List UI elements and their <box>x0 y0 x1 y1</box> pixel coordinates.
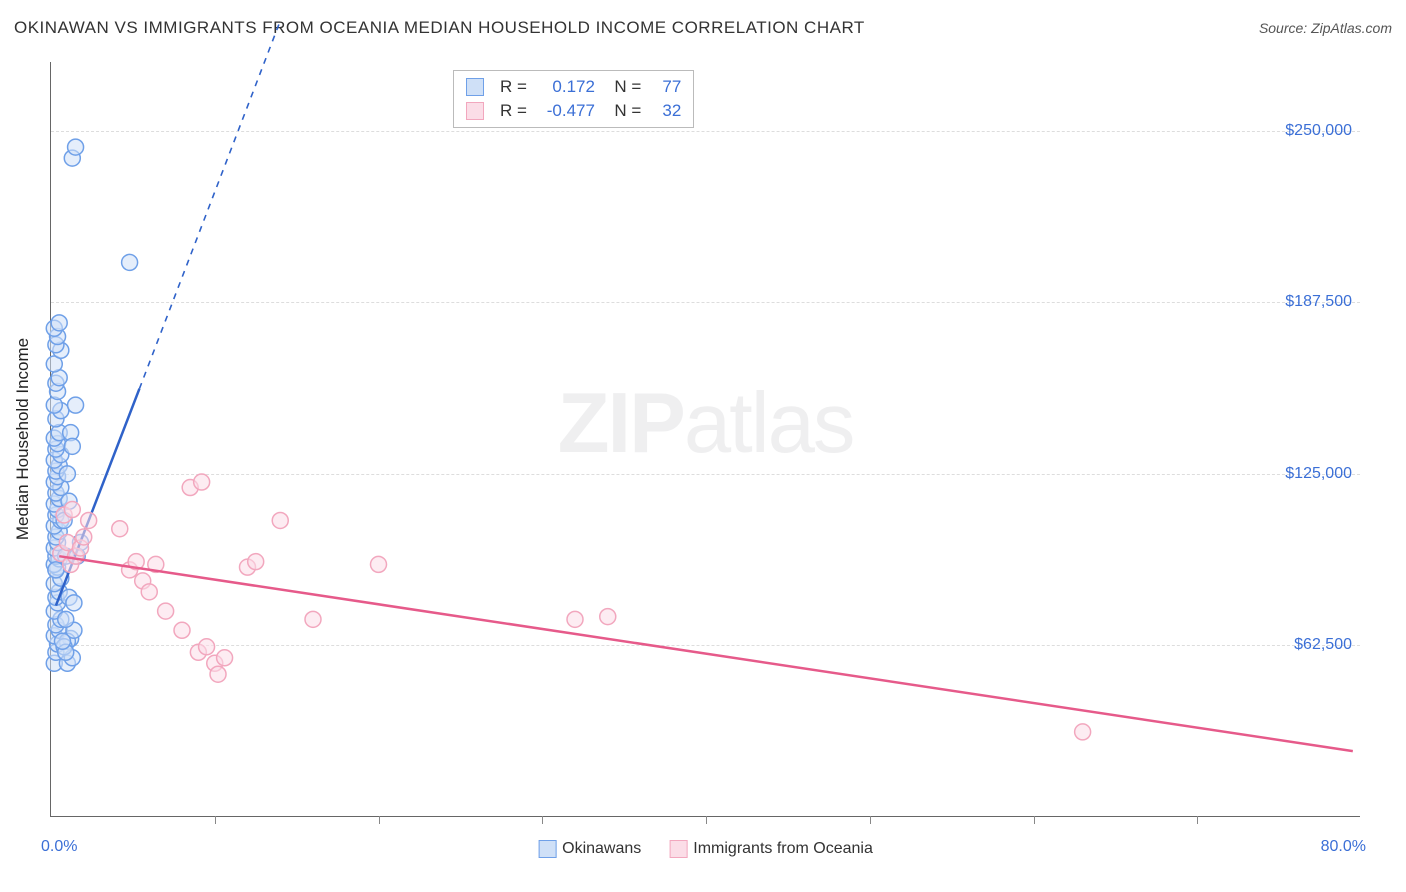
data-point-oceania <box>141 584 157 600</box>
data-point-oceania <box>305 611 321 627</box>
n-value: 77 <box>651 77 681 97</box>
source-note: Source: ZipAtlas.com <box>1259 20 1392 36</box>
scatter-svg <box>51 62 1360 816</box>
chart-header: OKINAWAN VS IMMIGRANTS FROM OCEANIA MEDI… <box>14 18 1392 38</box>
data-point-oceania <box>174 622 190 638</box>
legend-item-okinawans: Okinawans <box>538 840 641 858</box>
legend-swatch-icon <box>466 78 484 96</box>
data-point-oceania <box>600 609 616 625</box>
x-tick <box>1197 816 1198 824</box>
data-point-oceania <box>112 521 128 537</box>
data-point-oceania <box>272 512 288 528</box>
data-point-okinawans <box>58 611 74 627</box>
n-value: 32 <box>651 101 681 121</box>
trend-line-dash-okinawans <box>139 21 280 389</box>
data-point-oceania <box>158 603 174 619</box>
chart-title: OKINAWAN VS IMMIGRANTS FROM OCEANIA MEDI… <box>14 18 865 38</box>
x-tick <box>215 816 216 824</box>
x-tick <box>706 816 707 824</box>
x-tick <box>379 816 380 824</box>
stats-row-okinawans: R =0.172 N =77 <box>466 75 681 99</box>
legend-swatch-icon <box>538 840 556 858</box>
y-axis-title: Median Household Income <box>13 338 33 540</box>
data-point-okinawans <box>54 633 70 649</box>
data-point-oceania <box>81 512 97 528</box>
correlation-stats-box: R =0.172 N =77R =-0.477 N =32 <box>453 70 694 128</box>
stats-row-oceania: R =-0.477 N =32 <box>466 99 681 123</box>
data-point-oceania <box>64 502 80 518</box>
data-point-oceania <box>371 556 387 572</box>
data-point-oceania <box>210 666 226 682</box>
x-axis-max-label: 80.0% <box>1321 838 1366 856</box>
data-point-oceania <box>194 474 210 490</box>
data-point-oceania <box>199 639 215 655</box>
data-point-okinawans <box>68 139 84 155</box>
legend-item-oceania: Immigrants from Oceania <box>669 840 873 858</box>
legend-swatch-icon <box>669 840 687 858</box>
x-axis-min-label: 0.0% <box>41 838 77 856</box>
data-point-oceania <box>248 554 264 570</box>
data-point-okinawans <box>122 254 138 270</box>
data-point-oceania <box>1075 724 1091 740</box>
x-tick <box>870 816 871 824</box>
legend-bottom: Okinawans Immigrants from Oceania <box>538 840 873 858</box>
data-point-okinawans <box>51 315 67 331</box>
data-point-oceania <box>567 611 583 627</box>
legend-swatch-icon <box>466 102 484 120</box>
r-value: 0.172 <box>537 77 595 97</box>
data-point-okinawans <box>59 466 75 482</box>
legend-label: Okinawans <box>562 840 641 857</box>
data-point-okinawans <box>48 562 64 578</box>
data-point-okinawans <box>68 397 84 413</box>
data-point-oceania <box>76 529 92 545</box>
legend-label: Immigrants from Oceania <box>693 840 873 857</box>
r-value: -0.477 <box>537 101 595 121</box>
x-tick <box>542 816 543 824</box>
data-point-okinawans <box>66 595 82 611</box>
plot-area: Median Household Income ZIPatlas $62,500… <box>50 62 1360 817</box>
data-point-oceania <box>217 650 233 666</box>
trend-line-oceania <box>59 556 1353 751</box>
data-point-okinawans <box>64 438 80 454</box>
x-tick <box>1034 816 1035 824</box>
